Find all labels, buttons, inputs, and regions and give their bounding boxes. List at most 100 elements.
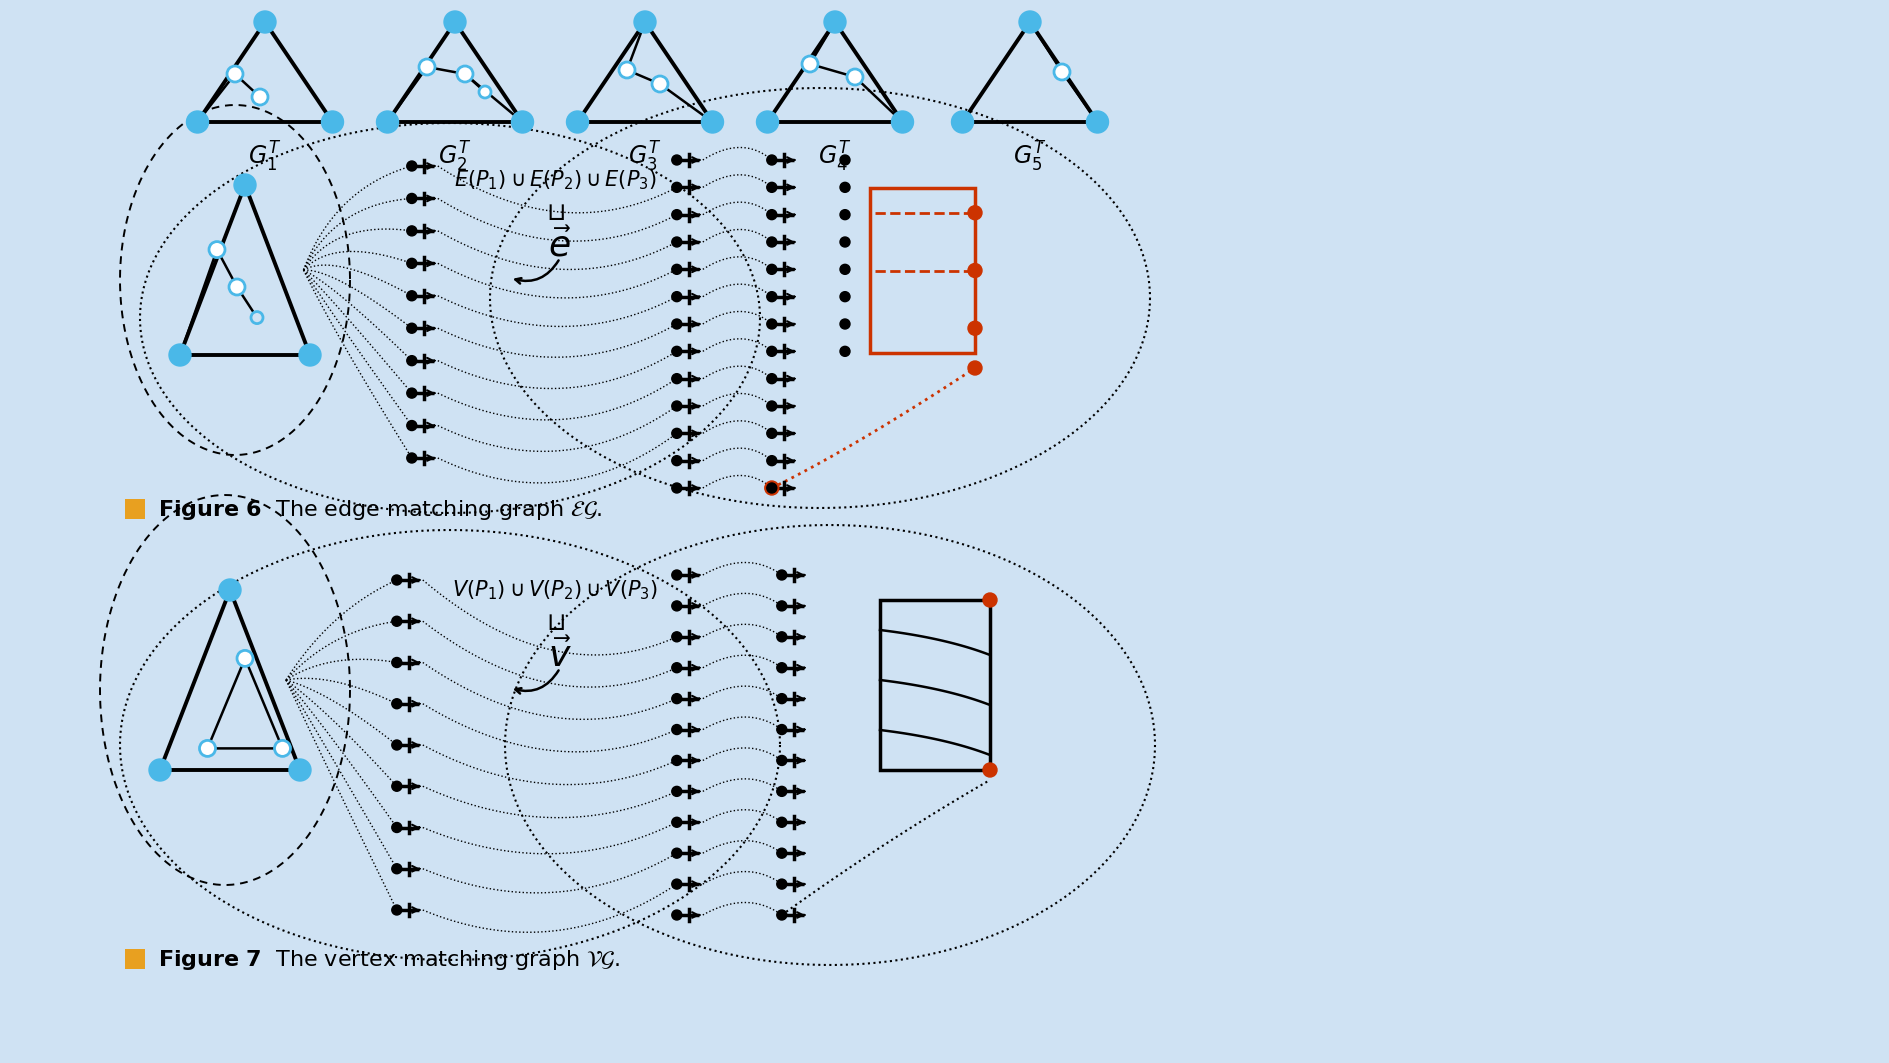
Circle shape (251, 89, 268, 105)
Circle shape (671, 631, 682, 642)
Bar (125, 949, 145, 969)
Circle shape (406, 421, 417, 431)
Text: $\sqcup$: $\sqcup$ (546, 611, 565, 635)
Circle shape (776, 848, 786, 858)
Circle shape (776, 570, 786, 580)
Circle shape (767, 347, 776, 356)
Circle shape (391, 698, 402, 709)
Circle shape (671, 694, 682, 704)
Text: $V(P_1) \cup V(P_2) \cup V(P_3)$: $V(P_1) \cup V(P_2) \cup V(P_3)$ (451, 578, 657, 602)
Circle shape (671, 787, 682, 796)
Circle shape (652, 75, 667, 92)
Circle shape (671, 570, 682, 580)
Circle shape (767, 209, 776, 220)
Circle shape (406, 161, 417, 171)
Circle shape (391, 740, 402, 750)
Circle shape (419, 60, 434, 75)
Text: $\mathbf{Figure\ 6}$  The edge matching graph $\mathcal{EG}$.: $\mathbf{Figure\ 6}$ The edge matching g… (159, 497, 603, 522)
Circle shape (671, 817, 682, 827)
Circle shape (457, 66, 472, 82)
Circle shape (234, 174, 255, 196)
Circle shape (967, 361, 982, 375)
Text: $\vec{v}$: $\vec{v}$ (548, 638, 572, 674)
Circle shape (567, 111, 587, 133)
Circle shape (982, 593, 997, 607)
Circle shape (671, 237, 682, 247)
Circle shape (444, 11, 467, 33)
Circle shape (767, 401, 776, 411)
Circle shape (839, 347, 850, 356)
Circle shape (767, 155, 776, 165)
Circle shape (298, 344, 321, 366)
Text: $G_3^T$: $G_3^T$ (627, 140, 661, 174)
Circle shape (289, 759, 312, 781)
Circle shape (274, 741, 291, 757)
Circle shape (227, 66, 244, 82)
Circle shape (620, 62, 635, 78)
Circle shape (671, 291, 682, 302)
Circle shape (776, 694, 786, 704)
Circle shape (671, 155, 682, 165)
Circle shape (200, 741, 215, 757)
Text: $G_1^T$: $G_1^T$ (247, 140, 281, 174)
Circle shape (149, 759, 170, 781)
Text: $\vec{e}$: $\vec{e}$ (548, 229, 572, 264)
Circle shape (776, 910, 786, 919)
Circle shape (767, 428, 776, 438)
Circle shape (391, 617, 402, 626)
Circle shape (406, 323, 417, 333)
Circle shape (406, 193, 417, 203)
Circle shape (950, 111, 973, 133)
Circle shape (671, 756, 682, 765)
Circle shape (671, 374, 682, 384)
Circle shape (839, 319, 850, 330)
Circle shape (187, 111, 208, 133)
Circle shape (671, 265, 682, 274)
Circle shape (701, 111, 723, 133)
Circle shape (478, 86, 491, 98)
Circle shape (776, 662, 786, 673)
Bar (125, 499, 145, 519)
Circle shape (801, 56, 818, 72)
Circle shape (671, 662, 682, 673)
Circle shape (406, 453, 417, 463)
Circle shape (839, 291, 850, 302)
Circle shape (767, 483, 776, 493)
Circle shape (839, 155, 850, 165)
Circle shape (391, 864, 402, 874)
Circle shape (839, 209, 850, 220)
Text: $G_2^T$: $G_2^T$ (438, 140, 472, 174)
Circle shape (1086, 111, 1109, 133)
Circle shape (767, 456, 776, 466)
Circle shape (824, 11, 846, 33)
Circle shape (776, 725, 786, 735)
Circle shape (967, 206, 982, 220)
Circle shape (1054, 64, 1069, 80)
Circle shape (229, 279, 246, 296)
Circle shape (236, 651, 253, 667)
Circle shape (391, 823, 402, 832)
Circle shape (839, 265, 850, 274)
Circle shape (406, 291, 417, 301)
Circle shape (671, 848, 682, 858)
Circle shape (767, 374, 776, 384)
Text: $\sqcup$: $\sqcup$ (546, 201, 565, 225)
Text: $G_4^T$: $G_4^T$ (818, 140, 852, 174)
Circle shape (406, 226, 417, 236)
Circle shape (671, 879, 682, 889)
Circle shape (391, 781, 402, 791)
Circle shape (776, 631, 786, 642)
Circle shape (671, 456, 682, 466)
Circle shape (671, 347, 682, 356)
Circle shape (967, 264, 982, 277)
Circle shape (671, 428, 682, 438)
Circle shape (776, 756, 786, 765)
Circle shape (756, 111, 778, 133)
Circle shape (767, 237, 776, 247)
Circle shape (210, 241, 225, 257)
Circle shape (633, 11, 655, 33)
Circle shape (406, 356, 417, 366)
Circle shape (512, 111, 533, 133)
Circle shape (671, 319, 682, 330)
Circle shape (839, 183, 850, 192)
